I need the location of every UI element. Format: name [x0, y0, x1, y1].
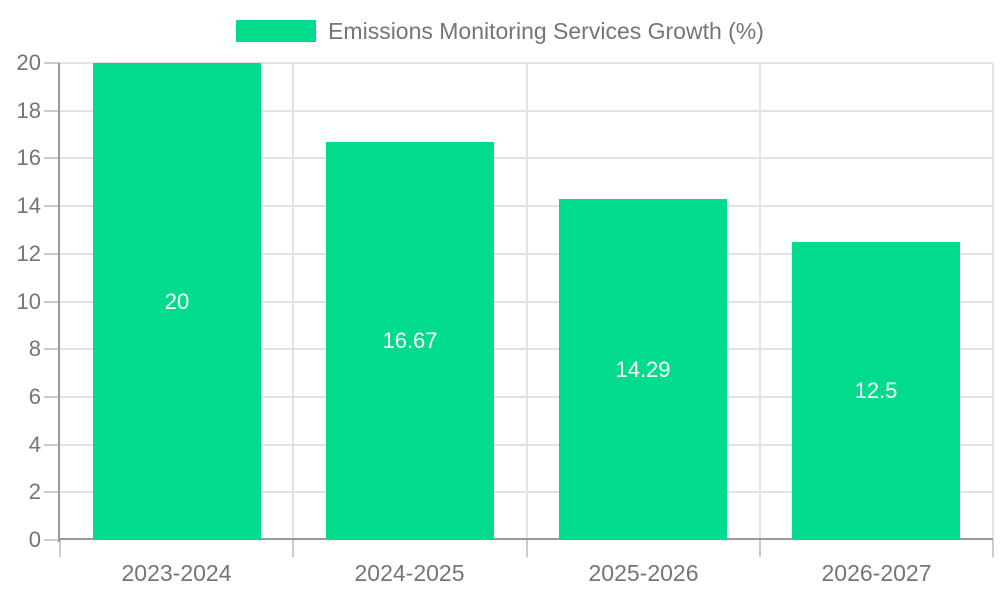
- y-tick-label: 10: [16, 289, 41, 314]
- bar-2024-2025: [326, 142, 494, 540]
- x-tick: [992, 540, 994, 557]
- y-tick: [44, 491, 60, 493]
- y-tick-label: 6: [28, 384, 41, 409]
- legend-swatch: [236, 20, 317, 42]
- y-tick-label: 8: [28, 336, 41, 361]
- bar-2025-2026: [559, 199, 727, 540]
- x-axis-line: [58, 538, 993, 540]
- y-tick-label: 14: [16, 193, 41, 218]
- y-tick: [44, 157, 60, 159]
- y-tick-label: 20: [16, 50, 41, 75]
- v-gridline: [992, 63, 994, 540]
- y-tick: [44, 62, 60, 64]
- y-tick: [44, 253, 60, 255]
- y-tick-label: 12: [16, 241, 41, 266]
- bar-value-label: 12.5: [854, 378, 898, 403]
- bar-2026-2027: [792, 242, 960, 540]
- chart-legend[interactable]: Emissions Monitoring Services Growth (%): [0, 18, 1000, 44]
- x-tick: [59, 540, 61, 557]
- v-gridline: [526, 63, 528, 540]
- y-tick: [44, 205, 60, 207]
- x-category-label: 2024-2025: [354, 560, 465, 586]
- x-category-label: 2025-2026: [588, 560, 699, 586]
- x-tick: [759, 540, 761, 557]
- bar-value-label: 20: [164, 289, 190, 314]
- y-tick-label: 2: [28, 479, 41, 504]
- v-gridline: [759, 63, 761, 540]
- y-tick-label: 0: [28, 527, 41, 552]
- y-tick: [44, 348, 60, 350]
- y-tick-label: 4: [28, 432, 41, 457]
- x-tick: [292, 540, 294, 557]
- x-tick: [526, 540, 528, 557]
- bar-value-label: 16.67: [382, 328, 438, 353]
- y-tick: [44, 396, 60, 398]
- x-category-label: 2026-2027: [821, 560, 932, 586]
- y-tick: [44, 110, 60, 112]
- y-tick: [44, 444, 60, 446]
- bar-2023-2024: [93, 63, 261, 540]
- y-tick: [44, 539, 60, 541]
- v-gridline: [292, 63, 294, 540]
- y-tick-label: 18: [16, 98, 41, 123]
- y-axis-line: [58, 63, 60, 542]
- y-tick-label: 16: [16, 145, 41, 170]
- bar-value-label: 14.29: [615, 357, 671, 382]
- legend-label: Emissions Monitoring Services Growth (%): [328, 18, 764, 44]
- x-category-label: 2023-2024: [121, 560, 232, 586]
- y-tick: [44, 301, 60, 303]
